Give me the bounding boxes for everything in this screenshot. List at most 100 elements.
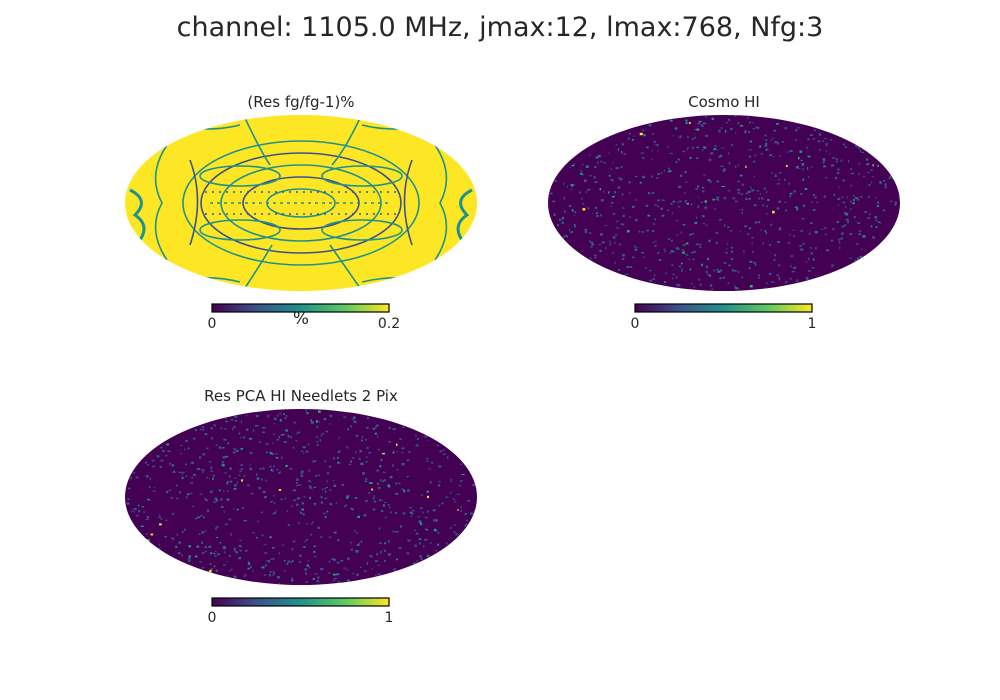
speckle-pixel bbox=[261, 535, 263, 537]
speckle-pixel bbox=[434, 529, 437, 532]
speckle-pixel bbox=[390, 476, 393, 478]
speckle-pixel bbox=[229, 468, 232, 470]
speckle-pixel bbox=[751, 237, 754, 238]
speckle-pixel bbox=[316, 420, 318, 422]
speckle-pixel bbox=[388, 441, 390, 442]
speckle-pixel bbox=[754, 161, 756, 163]
speckle-pixel bbox=[409, 451, 411, 453]
speckle-pixel bbox=[419, 542, 421, 544]
speckle-pixel bbox=[178, 552, 181, 554]
speckle-pixel bbox=[644, 257, 645, 258]
speckle-pixel bbox=[734, 270, 737, 272]
speckle-pixel bbox=[271, 469, 273, 471]
speckle-pixel bbox=[752, 122, 754, 123]
speckle-pixel bbox=[748, 149, 750, 150]
speckle-pixel bbox=[312, 522, 314, 524]
speckle-pixel bbox=[724, 262, 726, 263]
speckle-pixel bbox=[274, 418, 277, 419]
speckle-pixel bbox=[722, 148, 724, 149]
speckle-pixel bbox=[753, 262, 756, 264]
speckle-pixel bbox=[374, 497, 375, 499]
speckle-pixel bbox=[589, 175, 591, 176]
speckle-pixel bbox=[737, 189, 740, 191]
speckle-pixel bbox=[566, 236, 568, 238]
speckle-pixel bbox=[419, 538, 422, 540]
speckle-pixel bbox=[152, 460, 155, 462]
speckle-pixel bbox=[433, 509, 436, 511]
speckle-pixel bbox=[771, 139, 772, 141]
speckle-pixel bbox=[843, 202, 846, 204]
speckle-pixel bbox=[435, 550, 437, 551]
speckle-pixel bbox=[355, 550, 358, 553]
speckle-pixel bbox=[223, 439, 226, 441]
speckle-pixel bbox=[356, 532, 358, 533]
speckle-pixel bbox=[684, 192, 685, 194]
speckle-pixel bbox=[334, 485, 337, 487]
speckle-pixel bbox=[807, 138, 810, 140]
speckle-pixel bbox=[303, 513, 305, 515]
speckle-pixel bbox=[147, 516, 150, 518]
speckle-pixel bbox=[757, 190, 759, 192]
speckle-pixel bbox=[399, 438, 402, 440]
speckle-pixel bbox=[590, 257, 591, 259]
speckle-pixel bbox=[324, 488, 326, 489]
speckle-pixel bbox=[713, 148, 716, 150]
speckle-pixel bbox=[182, 554, 183, 556]
speckle-pixel bbox=[202, 567, 204, 569]
speckle-pixel bbox=[847, 196, 848, 198]
speckle-pixel bbox=[676, 220, 679, 221]
speckle-pixel bbox=[584, 180, 587, 183]
speckle-pixel bbox=[754, 204, 757, 206]
speckle-pixel bbox=[718, 130, 720, 132]
speckle-pixel bbox=[367, 447, 369, 449]
speckle-pixel bbox=[658, 252, 660, 254]
speckle-pixel bbox=[426, 458, 428, 459]
speckle-pixel bbox=[365, 481, 367, 482]
speckle-pixel bbox=[837, 172, 840, 174]
speckle-pixel bbox=[590, 246, 592, 247]
speckle-pixel bbox=[728, 190, 731, 191]
speckle-pixel bbox=[128, 488, 131, 490]
speckle-pixel bbox=[313, 578, 315, 580]
speckle-pixel bbox=[175, 546, 176, 548]
speckle-pixel bbox=[303, 546, 306, 548]
speckle-pixel bbox=[647, 215, 650, 217]
speckle-pixel bbox=[641, 153, 644, 154]
speckle-pixel bbox=[436, 519, 438, 521]
speckle-pixel bbox=[656, 177, 659, 178]
speckle-pixel bbox=[800, 230, 803, 231]
speckle-pixel bbox=[699, 279, 700, 281]
speckle-pixel bbox=[246, 415, 247, 416]
speckle-pixel bbox=[871, 225, 872, 227]
speckle-pixel bbox=[875, 219, 877, 221]
speckle-pixel bbox=[557, 224, 559, 226]
speckle-pixel bbox=[178, 542, 181, 544]
speckle-pixel bbox=[632, 206, 635, 208]
speckle-pixel bbox=[611, 169, 612, 171]
speckle-pixel bbox=[292, 548, 294, 550]
speckle-pixel bbox=[377, 435, 378, 437]
speckle-pixel bbox=[458, 534, 459, 535]
speckle-pixel bbox=[857, 222, 860, 224]
speckle-pixel bbox=[287, 510, 288, 512]
speckle-pixel bbox=[692, 138, 694, 140]
speckle-pixel bbox=[222, 447, 225, 449]
speckle-pixel bbox=[890, 176, 891, 178]
speckle-pixel bbox=[234, 549, 236, 551]
speckle-pixel bbox=[445, 497, 448, 498]
speckle-pixel bbox=[702, 149, 703, 151]
speckle-pixel bbox=[599, 244, 601, 245]
speckle-pixel bbox=[282, 434, 285, 435]
speckle-pixel bbox=[460, 506, 461, 508]
speckle-pixel bbox=[281, 457, 283, 459]
speckle-pixel bbox=[754, 155, 756, 156]
speckle-pixel bbox=[751, 149, 752, 150]
speckle-pixel bbox=[743, 290, 745, 292]
speckle-pixel bbox=[244, 520, 247, 521]
speckle-pixel bbox=[891, 177, 892, 179]
speckle-pixel bbox=[347, 580, 350, 582]
speckle-pixel bbox=[571, 189, 573, 190]
speckle-pixel bbox=[582, 164, 584, 165]
speckle-pixel bbox=[379, 499, 381, 501]
speckle-pixel bbox=[635, 245, 636, 247]
